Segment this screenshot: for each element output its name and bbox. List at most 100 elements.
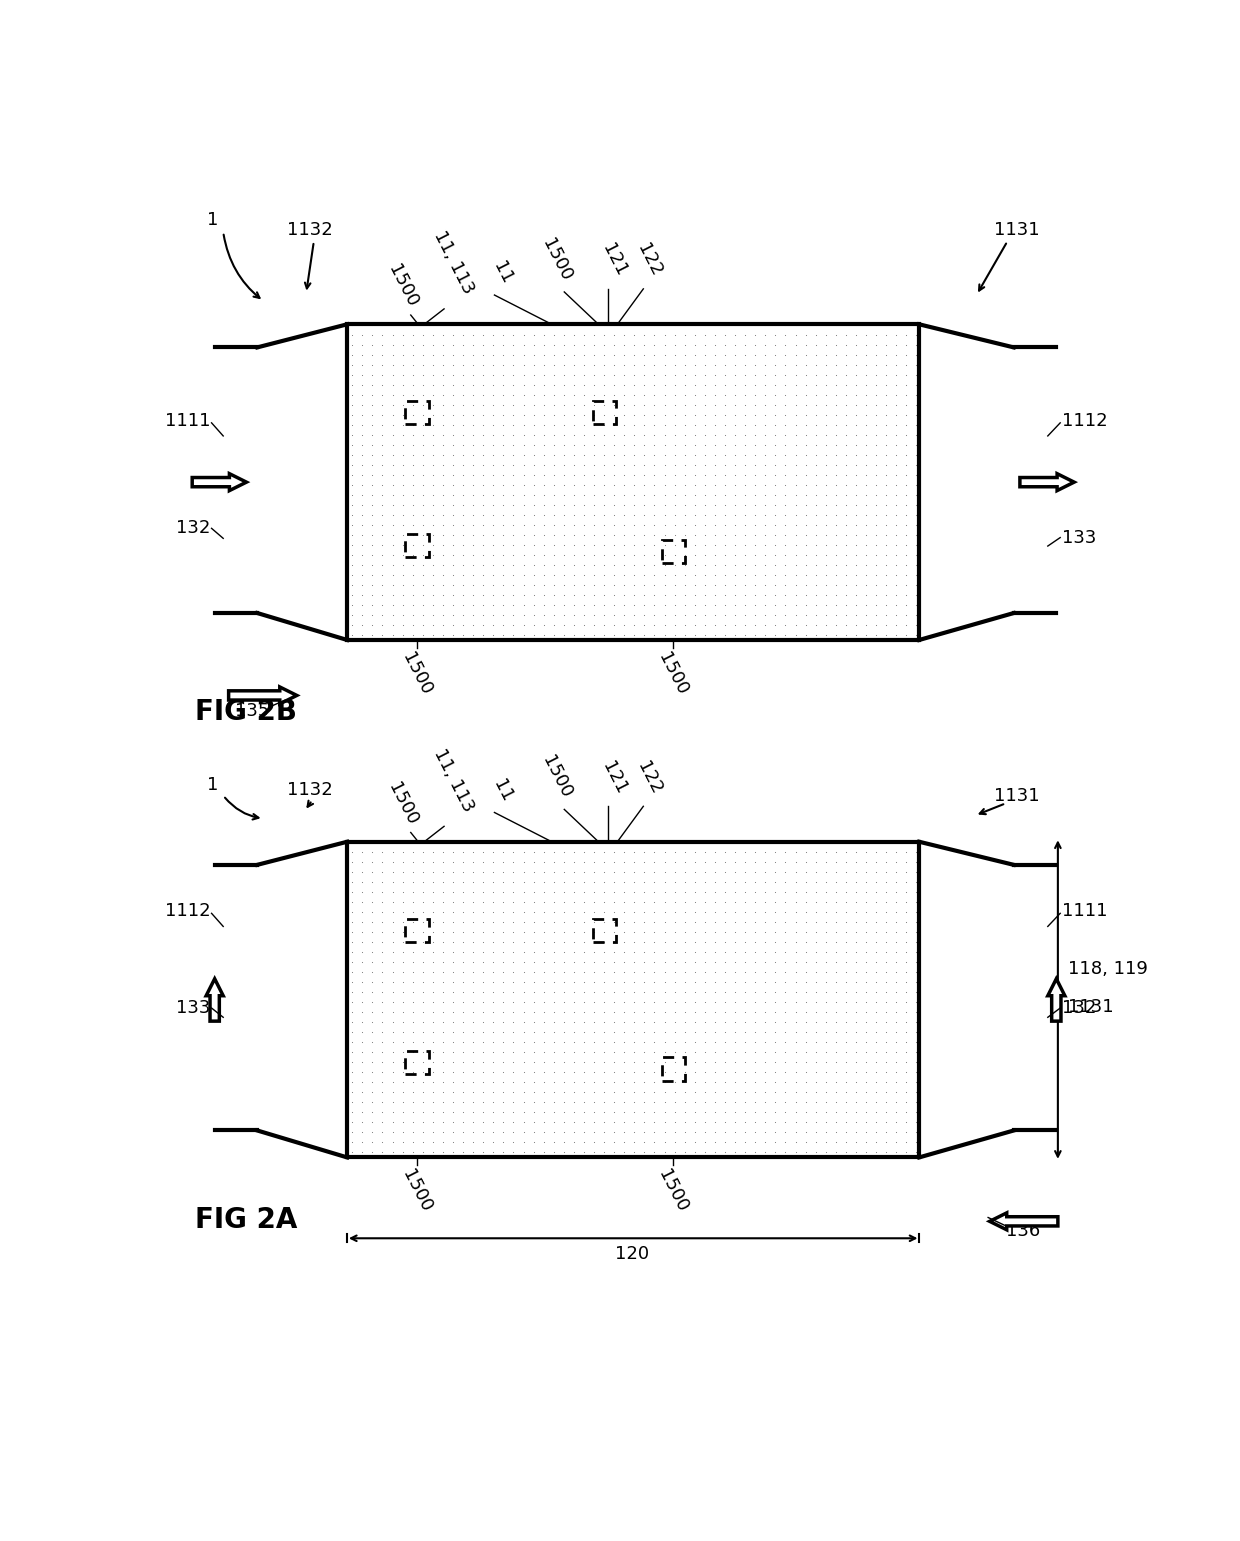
Point <box>352 513 372 538</box>
Point <box>523 869 543 894</box>
Point <box>554 533 574 558</box>
Point <box>826 1120 846 1145</box>
Point <box>786 1140 806 1165</box>
Point <box>614 960 634 985</box>
Point <box>735 920 755 945</box>
Point <box>655 960 675 985</box>
Point <box>383 840 403 865</box>
Point <box>786 422 806 447</box>
Point <box>352 373 372 398</box>
Point <box>877 422 897 447</box>
Point <box>423 613 443 638</box>
Point <box>403 603 423 627</box>
Point <box>856 920 875 945</box>
Point <box>614 920 634 945</box>
Point <box>887 582 906 607</box>
Point <box>786 969 806 994</box>
Point <box>564 482 584 507</box>
Point <box>645 362 665 387</box>
Point <box>443 909 463 934</box>
Point <box>403 1029 423 1054</box>
Point <box>352 969 372 994</box>
Point <box>826 969 846 994</box>
Point <box>755 1009 775 1034</box>
Point <box>352 1089 372 1114</box>
Point <box>443 860 463 885</box>
Point <box>503 1009 523 1034</box>
Point <box>584 582 604 607</box>
Point <box>675 989 694 1014</box>
Point <box>645 1140 665 1165</box>
Point <box>474 1009 494 1034</box>
Point <box>867 582 887 607</box>
Point <box>464 929 484 954</box>
Point <box>393 402 413 427</box>
Point <box>775 1100 795 1125</box>
Point <box>383 1089 403 1114</box>
Point <box>342 582 362 607</box>
Point <box>715 900 735 925</box>
Point <box>745 1060 765 1085</box>
Point <box>715 949 735 974</box>
Point <box>533 1069 553 1094</box>
Point <box>625 1000 645 1025</box>
Point <box>433 393 453 418</box>
Point <box>725 502 745 527</box>
Point <box>604 1140 624 1165</box>
Point <box>806 909 826 934</box>
Point <box>755 553 775 578</box>
Point <box>684 869 704 894</box>
FancyArrow shape <box>206 979 223 1022</box>
Point <box>836 442 856 467</box>
Point <box>735 353 755 378</box>
Point <box>745 613 765 638</box>
Point <box>786 900 806 925</box>
Point <box>403 593 423 618</box>
Point <box>383 1069 403 1094</box>
Point <box>564 909 584 934</box>
Point <box>564 940 584 965</box>
Point <box>877 849 897 874</box>
Point <box>755 980 775 1005</box>
Point <box>867 402 887 427</box>
Point <box>684 989 704 1014</box>
Point <box>715 553 735 578</box>
Point <box>665 1120 684 1145</box>
Point <box>836 1110 856 1134</box>
Point <box>362 353 382 378</box>
Point <box>775 322 795 347</box>
Point <box>635 849 655 874</box>
Point <box>745 900 765 925</box>
Point <box>735 422 755 447</box>
Point <box>453 849 472 874</box>
Point <box>464 533 484 558</box>
Point <box>625 353 645 378</box>
Point <box>513 860 533 885</box>
Point <box>533 860 553 885</box>
Point <box>897 533 916 558</box>
Point <box>584 1089 604 1114</box>
Point <box>513 1020 533 1045</box>
Point <box>403 362 423 387</box>
Point <box>403 542 423 567</box>
Point <box>826 980 846 1005</box>
Point <box>554 442 574 467</box>
Point <box>494 1120 513 1145</box>
Point <box>594 940 614 965</box>
Point <box>513 333 533 358</box>
Point <box>494 413 513 438</box>
Point <box>503 1020 523 1045</box>
Point <box>816 829 836 854</box>
Point <box>665 353 684 378</box>
Point <box>775 413 795 438</box>
Point <box>806 889 826 914</box>
Point <box>342 623 362 647</box>
Point <box>372 1100 392 1125</box>
Point <box>765 889 785 914</box>
Point <box>684 623 704 647</box>
Point <box>614 940 634 965</box>
Point <box>423 869 443 894</box>
Point <box>523 840 543 865</box>
Point <box>513 603 533 627</box>
Point <box>897 613 916 638</box>
